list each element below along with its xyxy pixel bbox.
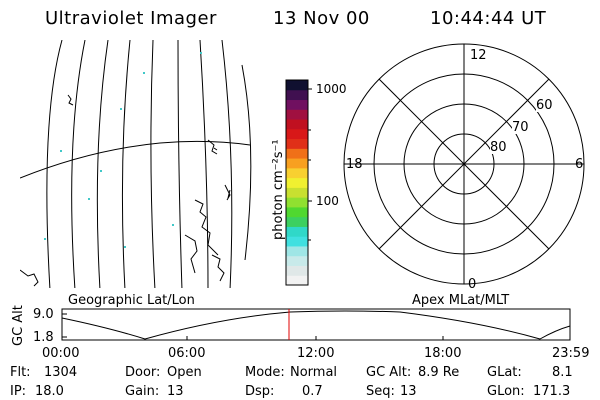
colorbar bbox=[285, 79, 312, 286]
ip-label: IP: bbox=[10, 384, 27, 399]
longitude-line bbox=[71, 40, 86, 288]
colorbar-tick-label: 100 bbox=[316, 194, 339, 208]
longitude-line bbox=[121, 40, 131, 288]
orbit-ytick: 9.0 bbox=[33, 307, 54, 322]
mlt-label-bottom: 0 bbox=[468, 277, 477, 292]
glat-value: 8.1 bbox=[552, 365, 573, 380]
gcalt-value: 8.9 Re bbox=[418, 365, 460, 380]
colorbar-band bbox=[286, 245, 308, 257]
dsp-value: 0.7 bbox=[302, 384, 323, 399]
gcalt-label: GC Alt: bbox=[366, 365, 412, 380]
colorbar-band bbox=[286, 216, 308, 227]
gain-value: 13 bbox=[167, 384, 184, 399]
instrument-title: Ultraviolet Imager bbox=[45, 8, 217, 29]
dsp-label: Dsp: bbox=[245, 384, 275, 399]
seq-label: Seq: bbox=[366, 384, 395, 399]
date-label: 13 Nov 00 bbox=[273, 8, 370, 29]
orbit-xtick: 06:00 bbox=[168, 346, 206, 361]
orbit-ylabel: GC Alt bbox=[11, 305, 26, 346]
mode-value: Normal bbox=[290, 365, 338, 380]
glat-label: GLat: bbox=[487, 365, 522, 380]
longitude-line bbox=[221, 40, 233, 288]
longitude-line bbox=[241, 64, 252, 261]
colorbar-band bbox=[286, 206, 308, 218]
colorbar-band bbox=[286, 80, 308, 91]
colorbar-band bbox=[286, 177, 308, 188]
ip-value: 18.0 bbox=[35, 384, 64, 399]
longitude-line bbox=[96, 40, 109, 288]
orbit-ytick: 1.8 bbox=[33, 330, 54, 345]
glon-label: GLon: bbox=[487, 384, 525, 399]
orbit-frame bbox=[61, 308, 571, 341]
coastline bbox=[224, 184, 231, 201]
mlat-label-70: 70 bbox=[512, 120, 529, 135]
colorbar-band bbox=[286, 119, 308, 130]
colorbar-band bbox=[286, 167, 308, 179]
colorbar-band bbox=[286, 197, 308, 208]
latitude-line bbox=[20, 140, 251, 179]
longitude-line bbox=[150, 40, 156, 288]
mlt-label-right: 6 bbox=[575, 157, 584, 172]
coastline bbox=[194, 199, 219, 256]
polar-plot bbox=[343, 43, 585, 285]
colorbar-band bbox=[286, 275, 308, 286]
colorbar-band bbox=[286, 138, 308, 149]
coastline bbox=[211, 254, 225, 282]
glon-value: 171.3 bbox=[533, 384, 571, 399]
geographic-label: Geographic Lat/Lon bbox=[68, 293, 195, 308]
coastline bbox=[20, 269, 39, 287]
orbit-xtick: 00:00 bbox=[42, 346, 80, 361]
colorbar-band bbox=[286, 109, 308, 120]
geographic-map bbox=[20, 40, 252, 288]
orbit-plot bbox=[61, 308, 571, 341]
time-label: 10:44:44 UT bbox=[430, 8, 547, 29]
colorbar-band bbox=[286, 226, 308, 237]
longitude-line bbox=[46, 40, 63, 288]
colorbar-band bbox=[286, 148, 308, 159]
mode-label: Mode: bbox=[245, 365, 285, 380]
colorbar-tick-label: 1000 bbox=[316, 82, 347, 96]
mlat-label-80: 80 bbox=[490, 140, 507, 155]
seq-value: 13 bbox=[400, 384, 417, 399]
mlat-label-60: 60 bbox=[536, 98, 553, 113]
mlt-line bbox=[378, 78, 550, 250]
colorbar-band bbox=[286, 99, 308, 110]
flt-value: 1304 bbox=[44, 365, 78, 380]
longitude-line bbox=[199, 40, 209, 288]
orbit-xtick: 12:00 bbox=[297, 346, 335, 361]
colorbar-band bbox=[286, 158, 308, 169]
mlt-label-top: 12 bbox=[470, 48, 487, 63]
coastline bbox=[184, 234, 198, 274]
colorbar-unit-label: photon cm⁻²s⁻¹ bbox=[271, 139, 286, 240]
colorbar-band bbox=[286, 89, 308, 101]
colorbar-band bbox=[286, 187, 308, 198]
mlt-label-left: 18 bbox=[346, 157, 363, 172]
door-value: Open bbox=[167, 365, 202, 380]
coastline bbox=[67, 94, 74, 106]
colorbar-band bbox=[286, 128, 308, 140]
orbit-xtick: 18:00 bbox=[424, 346, 462, 361]
colorbar-band bbox=[286, 255, 308, 266]
apex-label: Apex MLat/MLT bbox=[412, 293, 510, 308]
altitude-curve bbox=[61, 310, 571, 340]
door-label: Door: bbox=[125, 365, 161, 380]
longitude-line bbox=[177, 40, 183, 288]
flt-label: Flt: bbox=[10, 365, 31, 380]
coastline bbox=[207, 139, 218, 155]
colorbar-band bbox=[286, 236, 308, 247]
colorbar-band bbox=[286, 265, 308, 276]
gain-label: Gain: bbox=[125, 384, 160, 399]
orbit-xtick: 23:59 bbox=[552, 346, 590, 361]
